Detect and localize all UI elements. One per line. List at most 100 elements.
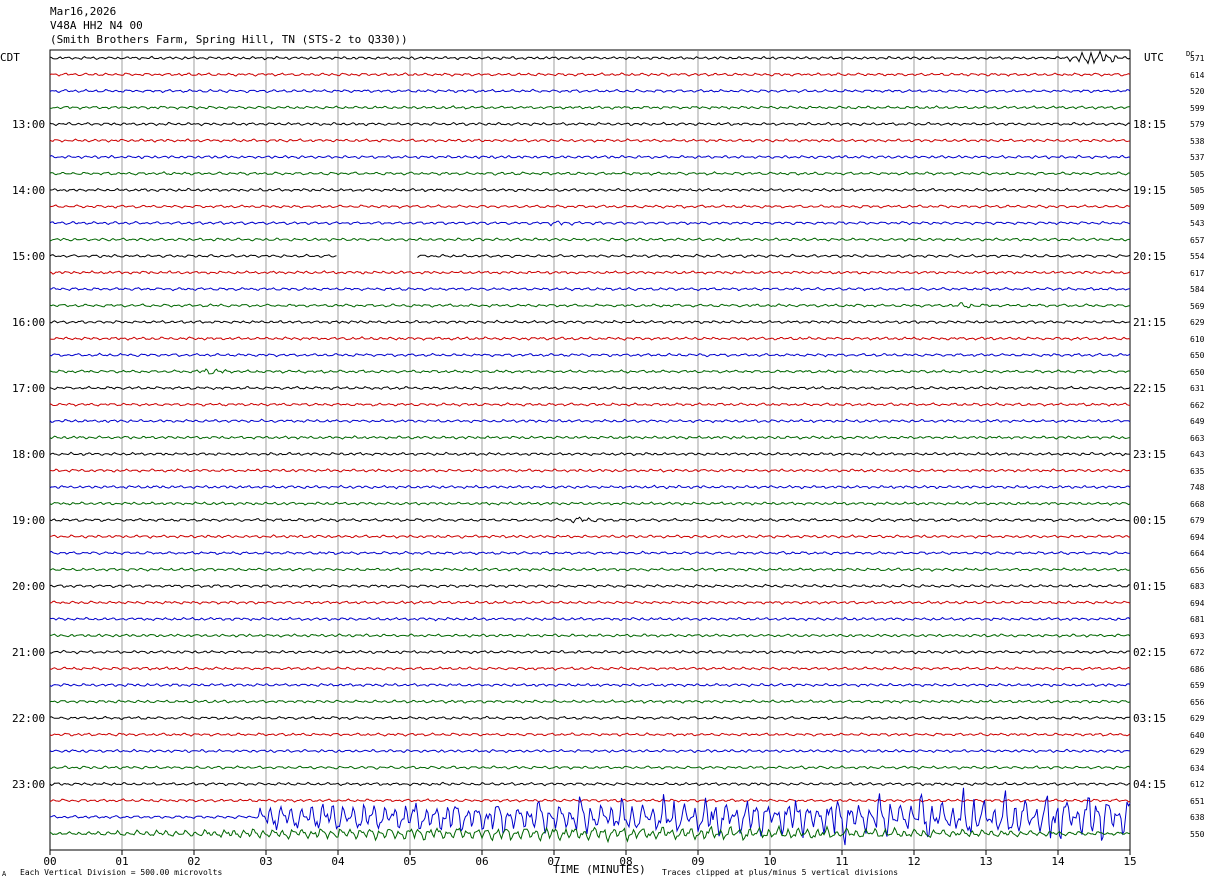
dc-offset-label: 672: [1190, 648, 1205, 657]
header-station: V48A HH2 N4 00: [50, 19, 143, 32]
trace-line: [49, 516, 1131, 524]
x-tick-label: 06: [475, 855, 488, 868]
dc-offset-label: 569: [1190, 301, 1205, 311]
trace-line: [49, 220, 1131, 227]
scale-note: Each Vertical Division = 500.00 microvol…: [20, 868, 223, 877]
trace-line: [49, 567, 1131, 572]
x-tick-label: 07: [547, 855, 560, 868]
utc-hour-label: 19:15: [1133, 184, 1167, 197]
trace-line: [49, 418, 1131, 424]
trace-line: [49, 451, 1131, 457]
dc-offset-label: 664: [1190, 549, 1205, 558]
dc-offset-label: 617: [1190, 268, 1205, 278]
dc-offset-label: 650: [1190, 367, 1205, 377]
dc-offset-label: 614: [1190, 70, 1205, 80]
x-tick-label: 13: [979, 855, 992, 868]
dc-offset-label: 649: [1190, 417, 1205, 426]
dc-offset-label: 635: [1190, 466, 1205, 476]
dc-offset-label: 663: [1190, 433, 1205, 443]
trace-line: [49, 600, 1131, 605]
trace-line: [49, 105, 1131, 110]
right-timezone-label: UTC: [1144, 51, 1164, 64]
utc-hour-label: 02:15: [1133, 646, 1167, 659]
plot-grid: [49, 49, 1131, 851]
x-tick-label: 01: [115, 855, 128, 868]
trace-line: [49, 732, 1131, 737]
x-tick-label: 05: [403, 855, 416, 868]
cdt-hour-label: 15:00: [12, 250, 46, 263]
x-tick-label: 03: [259, 855, 272, 868]
trace-line: [49, 468, 1131, 473]
clip-note: Traces clipped at plus/minus 5 vertical …: [662, 868, 899, 877]
dc-offset-label: 694: [1190, 598, 1205, 608]
dc-offset-label: 599: [1190, 103, 1205, 113]
utc-hour-label: 18:15: [1133, 118, 1167, 131]
dc-offset-label: 640: [1190, 730, 1205, 740]
dc-offset-label: 662: [1190, 400, 1205, 410]
utc-hour-label: 01:15: [1133, 580, 1167, 593]
dc-offset-label: 634: [1190, 763, 1205, 773]
dc-offset-label: 629: [1190, 747, 1205, 756]
dc-offset-label: 651: [1190, 796, 1205, 806]
utc-hour-label: 23:15: [1133, 448, 1167, 461]
dc-offset-label: 686: [1190, 664, 1205, 674]
plot-frame: [49, 49, 1131, 851]
x-tick-label: 08: [619, 855, 632, 868]
dc-offset-label: 643: [1190, 450, 1205, 459]
dc-offset-label: 550: [1190, 829, 1205, 839]
trace-line: [49, 699, 1131, 704]
dc-offset-label: 638: [1190, 813, 1205, 822]
dc-offset-label: 579: [1190, 120, 1205, 129]
x-axis-ticks: 00 01 02 03 04 05 06 07 08 09 10 11 12 13 14 15: [43, 850, 1137, 868]
cdt-hour-label: 13:00: [12, 118, 46, 131]
dc-offset-label: 748: [1190, 483, 1205, 492]
trace-line: [50, 187, 1131, 193]
cdt-hour-label: 22:00: [12, 712, 46, 725]
dc-offset-label: 681: [1190, 615, 1205, 624]
x-tick-label: 15: [1123, 855, 1136, 868]
trace-line: [49, 72, 1131, 77]
dc-offset-label: 659: [1190, 681, 1205, 690]
dc-label: DC: [1186, 50, 1195, 58]
utc-hour-label: 00:15: [1133, 514, 1167, 527]
trace-line: [49, 534, 1131, 539]
cdt-hour-label: 21:00: [12, 646, 46, 659]
left-timezone-label: CDT: [0, 51, 20, 64]
trace-line: [49, 138, 1131, 143]
trace-line: [49, 781, 1131, 787]
dc-offset-label: 656: [1190, 565, 1205, 575]
header-location: (Smith Brothers Farm, Spring Hill, TN (S…: [50, 33, 408, 46]
trace-line: [49, 798, 1131, 803]
trace-line: [49, 715, 1131, 721]
header-date: Mar16,2026: [50, 5, 117, 18]
dc-offset-label: 538: [1190, 136, 1205, 146]
corner-mark: A: [2, 870, 7, 878]
trace-line: [49, 435, 1131, 440]
cdt-hour-label: 20:00: [12, 580, 46, 593]
x-tick-label: 09: [691, 855, 704, 868]
x-tick-label: 11: [835, 855, 848, 868]
utc-hour-label: 03:15: [1133, 712, 1167, 725]
x-tick-label: 00: [43, 855, 56, 868]
trace-line: [49, 649, 1131, 655]
trace-line: [49, 204, 1131, 209]
dc-offset-label: 693: [1190, 631, 1205, 641]
cdt-hour-label: 14:00: [12, 184, 46, 197]
trace-line: [49, 302, 1131, 309]
trace-line: [49, 385, 1131, 391]
dc-offset-label: 683: [1190, 582, 1205, 591]
trace-line: [49, 501, 1131, 506]
trace-line: [49, 682, 1131, 688]
trace-line: [49, 121, 1131, 127]
trace-line: [49, 748, 1131, 754]
x-tick-label: 14: [1051, 855, 1065, 868]
dc-offset-label: 629: [1190, 318, 1205, 327]
utc-hour-label: 21:15: [1133, 316, 1167, 329]
trace-line: [49, 286, 1131, 292]
dc-offset-label: 509: [1190, 202, 1205, 212]
utc-hour-label: 04:15: [1133, 778, 1167, 791]
x-tick-label: 04: [331, 855, 345, 868]
trace-line: [49, 88, 1131, 94]
utc-hour-label: 20:15: [1133, 250, 1167, 263]
